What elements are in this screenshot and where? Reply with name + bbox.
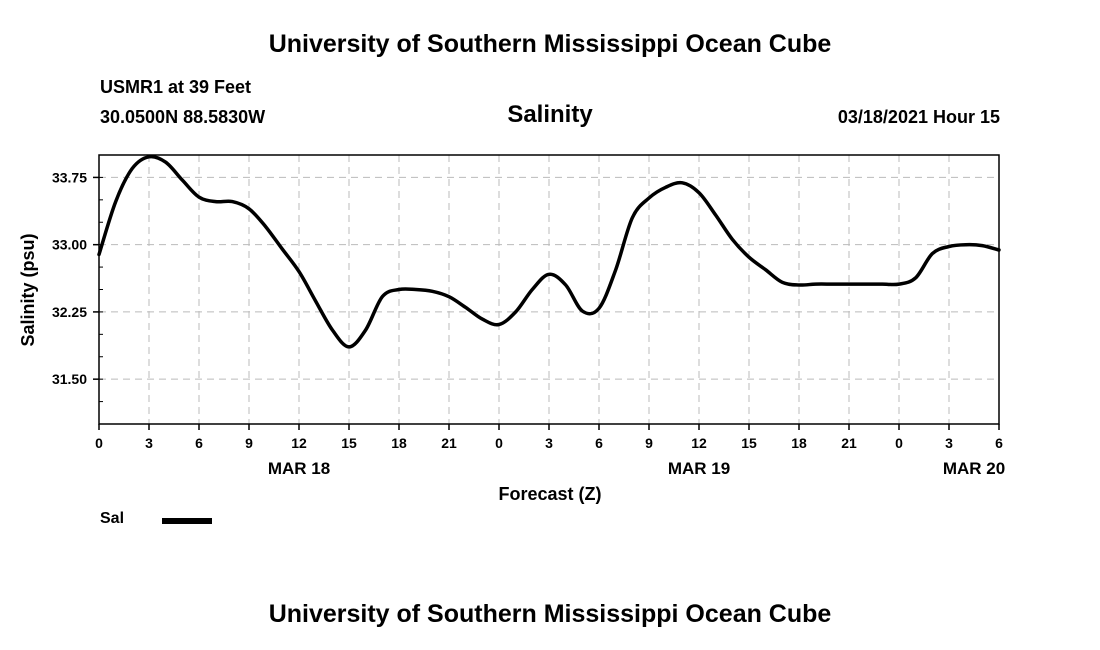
page-title: University of Southern Mississippi Ocean… bbox=[268, 30, 832, 58]
x-tick-label: 21 bbox=[441, 435, 457, 451]
x-tick-label: 6 bbox=[995, 435, 1003, 451]
grid-layer bbox=[98, 155, 1000, 424]
coordinates-label: 30.0500N 88.5830W bbox=[100, 107, 266, 127]
x-tick-label: 15 bbox=[341, 435, 357, 451]
legend-label: Sal bbox=[100, 510, 125, 527]
x-tick-label: 6 bbox=[195, 435, 203, 451]
x-tick-label: 0 bbox=[895, 435, 903, 451]
run-time-label: 03/18/2021 Hour 15 bbox=[837, 107, 1000, 127]
x-tick-label: 9 bbox=[245, 435, 253, 451]
x-tick-label: 0 bbox=[95, 435, 103, 451]
x-tick-label: 12 bbox=[691, 435, 707, 451]
x-axis-label: Forecast (Z) bbox=[498, 484, 601, 504]
date-labels: MAR 18 MAR 19 MAR 20 bbox=[268, 459, 1005, 478]
x-tick-label: 18 bbox=[791, 435, 807, 451]
x-tick-label: 3 bbox=[145, 435, 153, 451]
x-axis: 0 3 6 9 12 15 18 21 0 3 6 9 12 15 18 21 0 3 6 bbox=[95, 424, 1003, 451]
x-tick-label: 6 bbox=[595, 435, 603, 451]
y-axis: 31.50 32.25 33.00 33.75 bbox=[52, 169, 99, 387]
x-tick-label: 18 bbox=[391, 435, 407, 451]
x-tick-label: 0 bbox=[495, 435, 503, 451]
y-tick-label: 32.25 bbox=[52, 304, 87, 320]
legend-line-swatch bbox=[162, 518, 212, 524]
y-tick-label: 33.75 bbox=[52, 169, 87, 185]
y-tick-label: 33.00 bbox=[52, 237, 87, 253]
x-tick-label: 9 bbox=[645, 435, 653, 451]
series-layer bbox=[97, 154, 1001, 349]
y-axis-label: Salinity (psu) bbox=[18, 233, 38, 346]
y-tick-label: 31.50 bbox=[52, 371, 87, 387]
chart-title: Salinity bbox=[507, 101, 593, 128]
series-line-sal bbox=[97, 154, 1001, 349]
date-label: MAR 20 bbox=[943, 459, 1005, 478]
date-label: MAR 18 bbox=[268, 459, 330, 478]
date-label: MAR 19 bbox=[668, 459, 730, 478]
x-tick-label: 3 bbox=[945, 435, 953, 451]
station-label: USMR1 at 39 Feet bbox=[100, 77, 252, 97]
x-tick-label: 3 bbox=[545, 435, 553, 451]
x-tick-label: 21 bbox=[841, 435, 857, 451]
footer-title: University of Southern Mississippi Ocean… bbox=[268, 600, 832, 628]
x-tick-label: 15 bbox=[741, 435, 757, 451]
x-tick-label: 12 bbox=[291, 435, 307, 451]
